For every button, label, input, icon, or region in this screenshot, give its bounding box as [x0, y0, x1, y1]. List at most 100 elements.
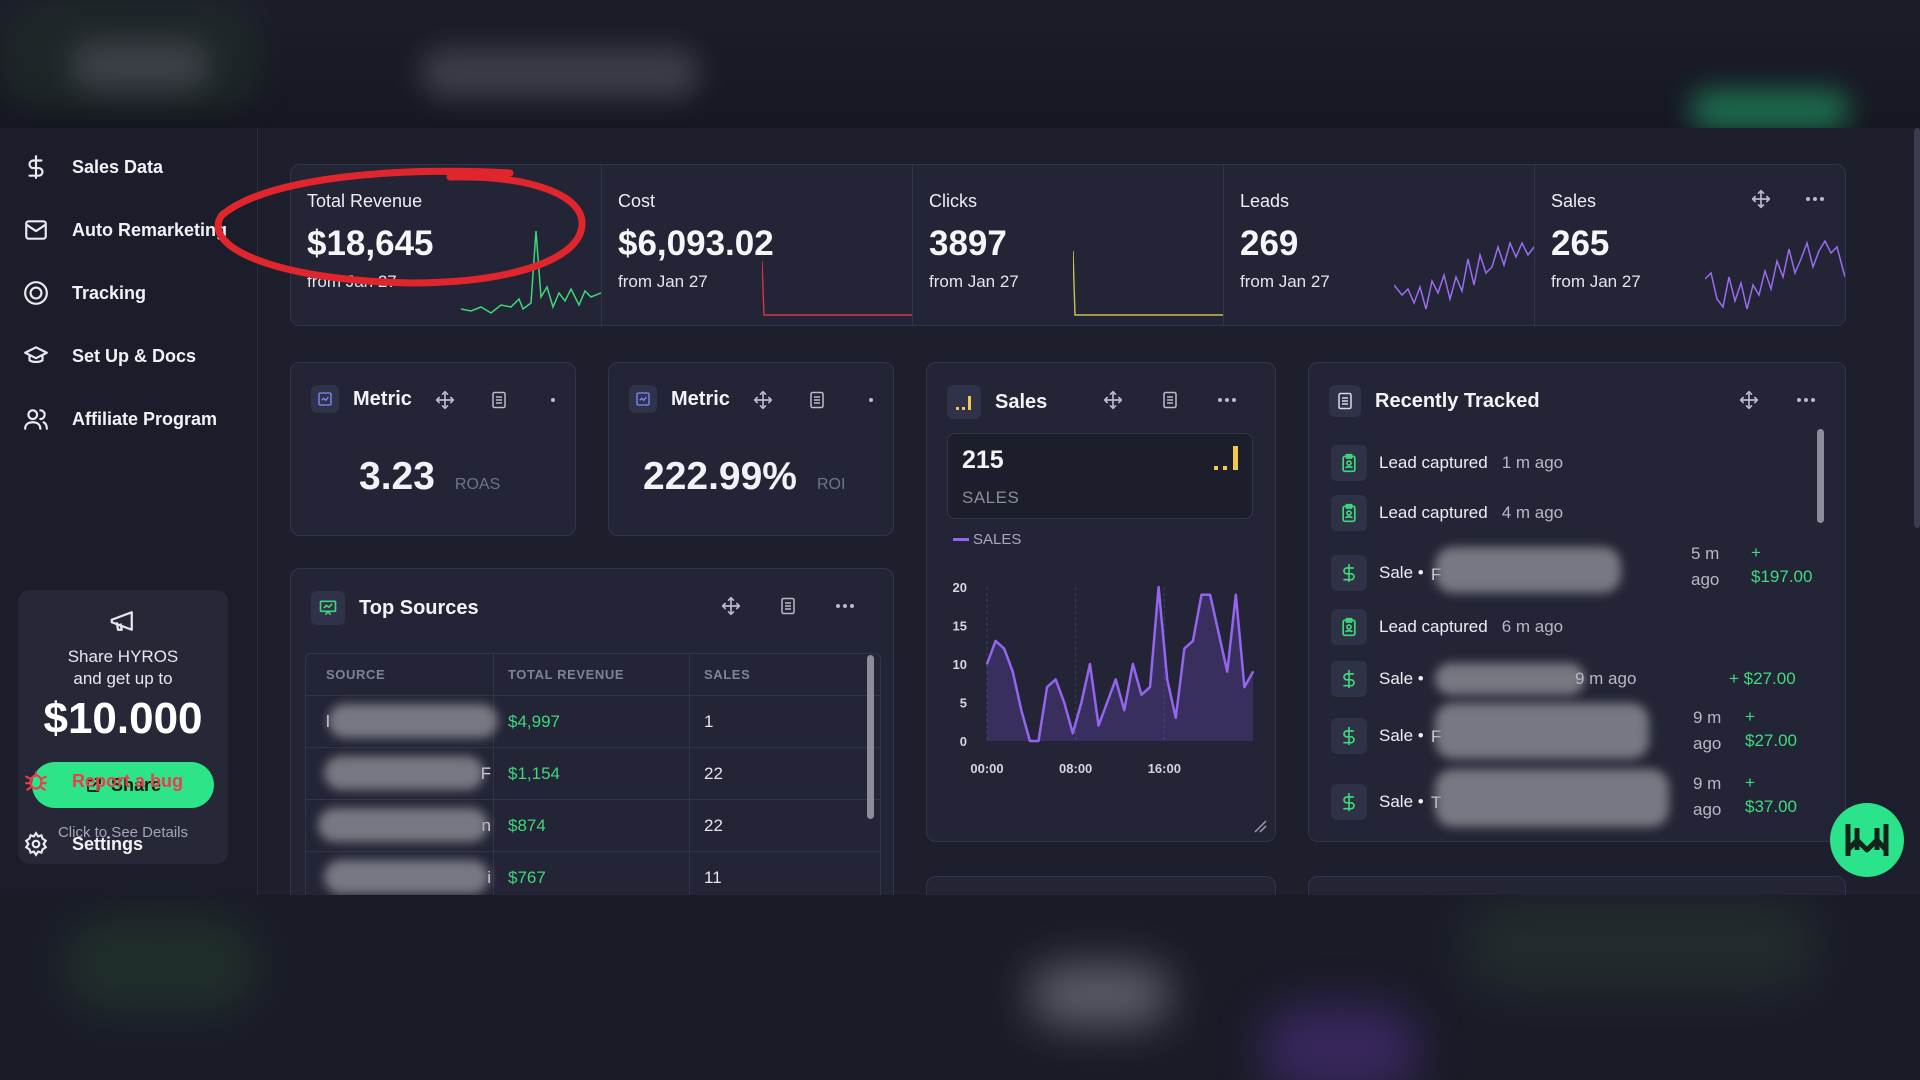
sidebar-item-setup-docs[interactable]: Set Up & Docs	[0, 331, 258, 381]
top-sources-table: SOURCE TOTAL REVENUE SALES l $4,997 1 F …	[305, 653, 881, 905]
chart-icon	[629, 385, 657, 413]
clipboard-user-icon	[1331, 609, 1367, 645]
panel-title: Metric	[671, 387, 730, 410]
top-sources-panel: Top Sources SOURCE TOTAL REVENUE SALES l…	[290, 568, 894, 908]
data-point	[1217, 632, 1220, 634]
table-row[interactable]: n $874 22	[306, 800, 880, 852]
x-tick-label: 00:00	[970, 761, 1003, 776]
hyros-logo-button[interactable]	[1830, 803, 1904, 877]
panel-tools	[1737, 388, 1818, 412]
clicks-sparkline	[1073, 250, 1223, 316]
hyros-logo-icon	[1845, 824, 1889, 856]
stat-value: 269	[1240, 224, 1299, 263]
column-header-source[interactable]: SOURCE	[306, 654, 494, 695]
redacted-customer	[1435, 769, 1669, 827]
move-icon[interactable]	[1749, 187, 1773, 211]
stat-total-revenue[interactable]: Total Revenue $18,645 from Jan 27	[291, 165, 602, 325]
sidebar-item-tracking[interactable]: Tracking	[0, 268, 258, 318]
gear-icon	[22, 830, 50, 858]
panel-tools	[719, 594, 857, 618]
more-options-icon[interactable]	[859, 388, 883, 412]
stat-cost[interactable]: Cost $6,093.02 from Jan 27	[602, 165, 913, 325]
stat-title: Total Revenue	[307, 191, 423, 211]
move-icon[interactable]	[751, 388, 775, 412]
redacted-customer	[1435, 547, 1621, 593]
more-options-icon[interactable]	[1794, 388, 1818, 412]
redacted-source	[324, 756, 484, 790]
x-tick-label: 08:00	[1059, 761, 1092, 776]
bug-icon	[22, 767, 50, 795]
notes-icon[interactable]	[1158, 388, 1182, 412]
panel-header: Sales	[947, 385, 1047, 419]
more-options-icon[interactable]	[833, 594, 857, 618]
stat-tools	[1749, 187, 1827, 211]
resize-handle-icon[interactable]	[1253, 819, 1267, 833]
report-bug-button[interactable]: Report a bug	[0, 756, 258, 806]
sidebar-item-sales-data[interactable]: Sales Data	[0, 142, 258, 192]
red-highlight-annotation	[214, 167, 586, 287]
sidebar-item-label: Auto Remarketing	[72, 219, 228, 240]
data-point	[1200, 593, 1203, 596]
tracked-item-lead[interactable]: Lead captured 4 m ago	[1331, 495, 1563, 531]
column-header-sales[interactable]: SALES	[704, 667, 751, 682]
blurred-footer	[0, 895, 1920, 1080]
page-scrollbar[interactable]	[1914, 128, 1920, 528]
share-button[interactable]: Share	[32, 762, 214, 808]
notes-icon[interactable]	[776, 594, 800, 618]
sales-line-chart: 0 5 10 15 20 00:00 08:00 16:00	[953, 580, 1255, 776]
legend-swatch	[953, 538, 969, 541]
sales-cell: 22	[704, 763, 723, 783]
metric-unit: ROI	[816, 476, 846, 493]
sidebar-item-auto-remarketing[interactable]: Auto Remarketing	[0, 205, 258, 255]
stat-leads[interactable]: Leads 269 from Jan 27	[1224, 165, 1535, 325]
data-point	[1011, 670, 1014, 673]
stat-from: from Jan 27	[929, 272, 1019, 291]
recent-scrollbar[interactable]	[1817, 429, 1824, 523]
stat-title: Cost	[618, 191, 656, 211]
dashboard-main: Total Revenue $18,645 from Jan 27 Cost $…	[258, 128, 1920, 908]
more-options-icon[interactable]	[541, 388, 565, 412]
sidebar-item-settings[interactable]: Settings	[0, 819, 258, 869]
tracked-item-lead[interactable]: Lead captured 1 m ago	[1331, 445, 1563, 481]
table-row[interactable]: F $1,154 22	[306, 748, 880, 800]
see-details-link[interactable]: Click to See Details	[57, 824, 189, 841]
source-cell: l	[306, 696, 498, 747]
move-icon[interactable]	[719, 594, 743, 618]
sidebar-item-affiliate[interactable]: Affiliate Program	[0, 394, 258, 444]
stat-clicks[interactable]: Clicks 3897 from Jan 27	[913, 165, 1224, 325]
source-cell: i	[306, 852, 494, 903]
notes-icon[interactable]	[805, 388, 829, 412]
stat-sales[interactable]: Sales 265 from Jan 27	[1535, 165, 1845, 325]
redacted-source	[328, 704, 498, 738]
share-promo-card: Share HYROS and get up to $10.000 Share …	[18, 590, 228, 864]
move-icon[interactable]	[1737, 388, 1761, 412]
data-point	[1226, 670, 1229, 673]
tracked-time: 9 m ago	[1693, 774, 1722, 819]
move-icon[interactable]	[1101, 388, 1125, 412]
table-header: SOURCE TOTAL REVENUE SALES	[306, 654, 880, 696]
sales-cell: 1	[704, 711, 714, 731]
column-header-revenue[interactable]: TOTAL REVENUE	[494, 654, 690, 695]
tracked-item-lead[interactable]: Lead captured 6 m ago	[1331, 609, 1563, 645]
stat-title: Leads	[1240, 191, 1290, 211]
cost-sparkline	[762, 260, 912, 316]
report-bug-label: Report a bug	[72, 770, 183, 791]
redacted-source	[324, 860, 489, 894]
tracked-item-sale[interactable]: Sale • 9 m ago + $27.00	[1331, 659, 1811, 699]
data-point	[1046, 686, 1048, 688]
move-icon[interactable]	[433, 388, 457, 412]
more-options-icon[interactable]	[1803, 187, 1827, 211]
sidebar: Sales Data Auto Remarketing Tracking Set…	[0, 128, 258, 895]
more-options-icon[interactable]	[1215, 388, 1239, 412]
sales-kpi-box: 215 SALES	[947, 433, 1253, 519]
table-scrollbar[interactable]	[867, 655, 874, 819]
notes-icon[interactable]	[487, 388, 511, 412]
data-point	[1235, 593, 1237, 596]
presentation-chart-icon	[311, 591, 345, 625]
table-row[interactable]: i $767 11	[306, 852, 880, 904]
metric-roi-panel: Metric 222.99% ROI	[608, 362, 894, 536]
table-row[interactable]: l $4,997 1	[306, 696, 880, 748]
